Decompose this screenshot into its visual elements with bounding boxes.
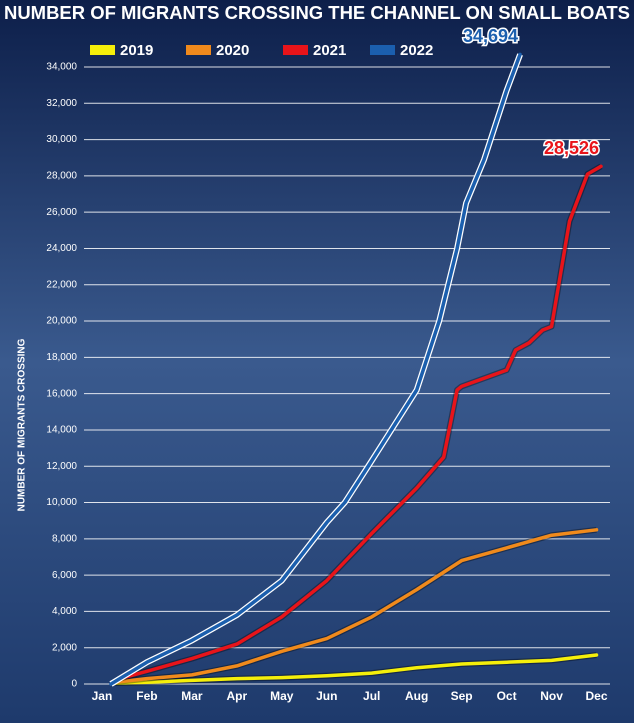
y-tick-label: 32,000 <box>46 98 77 109</box>
y-tick-label: 20,000 <box>46 316 77 327</box>
x-tick-label: Nov <box>540 689 563 703</box>
y-tick-label: 28,000 <box>46 171 77 182</box>
x-tick-label: Feb <box>136 689 157 703</box>
y-tick-label: 34,000 <box>46 62 77 73</box>
y-axis-label: NUMBER OF MIGRANTS CROSSING <box>17 338 28 511</box>
y-tick-label: 14,000 <box>46 425 77 436</box>
x-tick-label: Jul <box>363 689 380 703</box>
y-tick-label: 2,000 <box>52 642 77 653</box>
line <box>118 164 603 681</box>
y-tick-label: 0 <box>71 679 77 690</box>
x-tick-label: Jan <box>92 689 113 703</box>
legend-swatch <box>186 45 211 55</box>
x-tick-label: Aug <box>405 689 428 703</box>
x-tick-label: Oct <box>497 689 517 703</box>
y-tick-label: 18,000 <box>46 352 77 363</box>
y-tick-label: 24,000 <box>46 243 77 254</box>
value-label: 28,526 <box>544 138 599 158</box>
legend-swatch <box>370 45 395 55</box>
y-tick-label: 8,000 <box>52 533 77 544</box>
value-label: 34,694 <box>463 26 518 46</box>
legend-swatch <box>90 45 115 55</box>
y-tick-label: 30,000 <box>46 134 77 145</box>
legend-swatch <box>283 45 308 55</box>
legend-label: 2021 <box>313 42 346 59</box>
x-tick-label: Sep <box>451 689 473 703</box>
y-tick-label: 26,000 <box>46 207 77 218</box>
y-tick-label: 16,000 <box>46 388 77 399</box>
x-tick-label: Jun <box>316 689 337 703</box>
x-tick-label: Apr <box>227 689 248 703</box>
line <box>109 52 522 686</box>
line <box>113 528 599 684</box>
y-tick-label: 6,000 <box>52 570 77 581</box>
x-tick-label: May <box>270 689 294 703</box>
chart-title: NUMBER OF MIGRANTS CROSSING THE CHANNEL … <box>4 3 630 23</box>
y-tick-label: 12,000 <box>46 461 77 472</box>
y-tick-label: 4,000 <box>52 606 77 617</box>
legend-label: 2022 <box>400 42 433 59</box>
y-tick-label: 10,000 <box>46 497 77 508</box>
y-tick-label: 22,000 <box>46 279 77 290</box>
legend-label: 2020 <box>216 42 249 59</box>
x-tick-label: Mar <box>181 689 203 703</box>
x-tick-label: Dec <box>586 689 608 703</box>
legend-label: 2019 <box>120 42 153 59</box>
line <box>113 653 599 685</box>
